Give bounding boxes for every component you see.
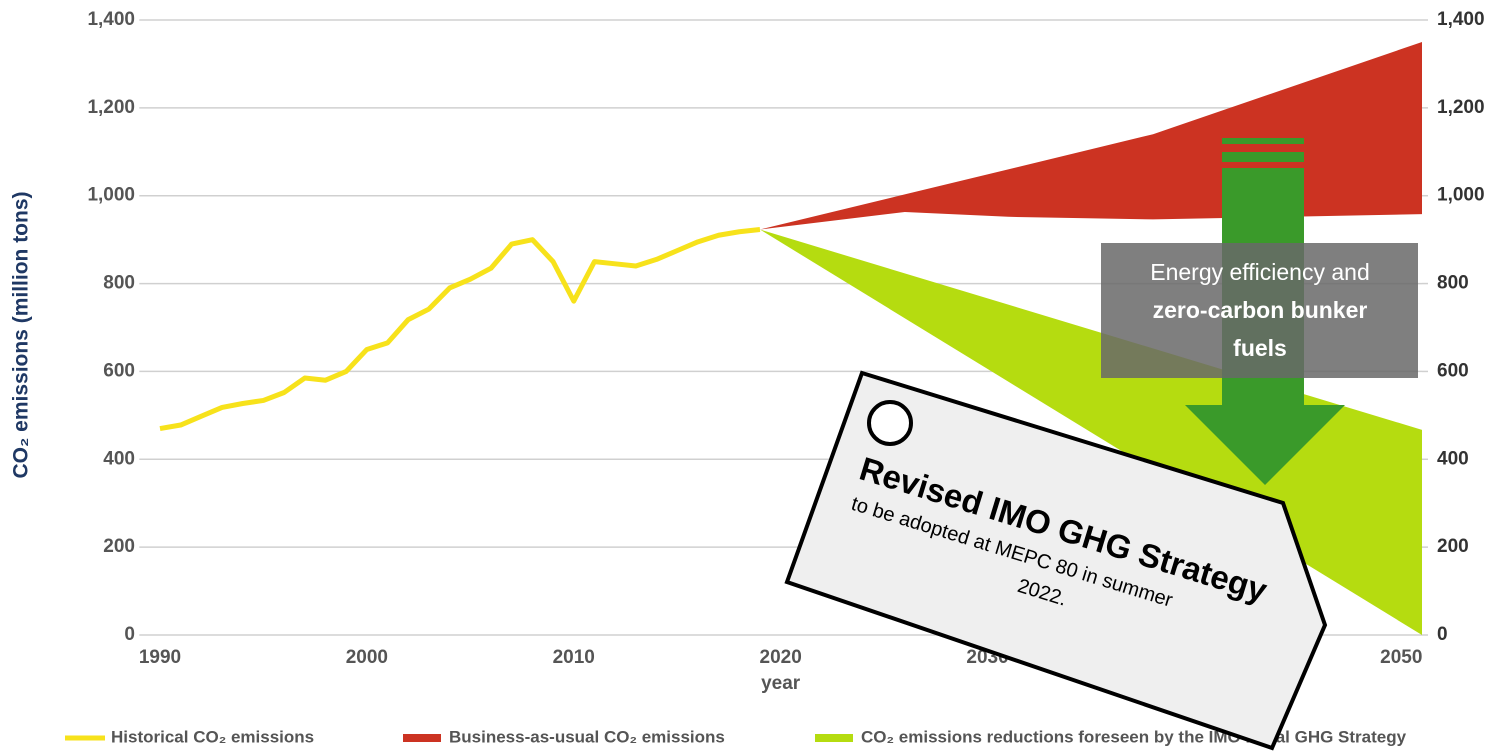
y2-tick-label: 600 [1437, 360, 1469, 381]
box-text: Energy efficiency and [1150, 259, 1370, 285]
line [160, 230, 760, 429]
y2-tick-label: 0 [1437, 624, 1448, 645]
legend: Historical CO₂ emissions Business-as-usua… [65, 727, 1407, 746]
y2-tick-label: 1,200 [1437, 97, 1485, 118]
x-tick-label: 2050 [1380, 647, 1422, 668]
y2-tick-label: 1,400 [1437, 9, 1485, 30]
y-tick-label: 200 [103, 536, 135, 557]
y-tick-label: 1,200 [87, 97, 135, 118]
y2-tick-label: 800 [1437, 273, 1469, 294]
x-tick-label: 1990 [139, 647, 181, 668]
x-axis-label: year [761, 673, 801, 694]
y2-tick-label: 200 [1437, 536, 1469, 557]
y-tick-label: 0 [124, 624, 135, 645]
arrow-stripe [1222, 138, 1304, 144]
y-tick-label: 1,400 [87, 9, 135, 30]
x-tick-label: 2020 [760, 647, 802, 668]
legend-label: Historical CO₂ emissions [111, 727, 314, 746]
y2-tick-label: 1,000 [1437, 185, 1485, 206]
x-tick-label: 2010 [553, 647, 595, 668]
box-text: zero-carbon bunker [1153, 297, 1368, 323]
area [760, 42, 1422, 230]
tag-hole [869, 402, 911, 444]
y2-tick-label: 400 [1437, 448, 1469, 469]
legend-label: CO₂ emissions reductions foreseen by the… [861, 727, 1407, 746]
box-text: fuels [1233, 335, 1287, 361]
legend-swatch [403, 734, 441, 742]
arrow-stripe [1222, 152, 1304, 162]
x-tick-label: 2000 [346, 647, 388, 668]
y-tick-label: 1,000 [87, 185, 135, 206]
y-tick-label: 400 [103, 448, 135, 469]
legend-swatch [815, 734, 853, 742]
y-tick-label: 600 [103, 360, 135, 381]
legend-label: Business-as-usual CO₂ emissions [449, 727, 725, 746]
chart: 0 200 400 600 800 1,000 1,200 1,400 0 200 400 600 80… [0, 0, 1511, 751]
y-tick-label: 800 [103, 273, 135, 294]
y-axis-label: CO₂ emissions (million tons) [10, 191, 33, 478]
